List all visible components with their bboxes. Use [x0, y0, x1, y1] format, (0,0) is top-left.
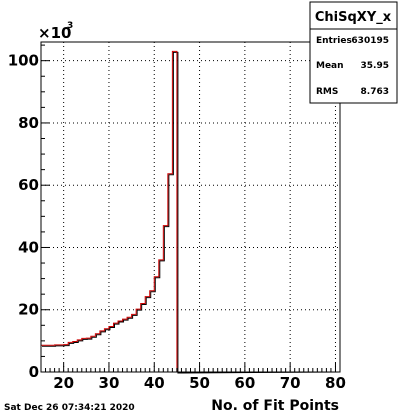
histogram-bin: [86, 338, 91, 372]
y-tick-label: 40: [18, 238, 39, 256]
histogram-bin: [55, 345, 60, 372]
y-tick-label: 60: [18, 176, 39, 194]
axis-ticks: [40, 44, 341, 373]
x-tick-label: 70: [280, 374, 301, 392]
histogram-outline: [41, 50, 340, 373]
x-tick-label: 60: [234, 374, 255, 392]
stats-rms-label: RMS: [316, 87, 338, 97]
stats-entries-label: Entries: [316, 36, 352, 46]
histogram-bin: [41, 345, 46, 372]
y-tick-label: 0: [29, 363, 39, 381]
histogram-bin: [113, 323, 118, 372]
histogram-bin: [141, 304, 146, 372]
histogram-bin: [46, 345, 51, 372]
histogram-bars: [41, 50, 341, 374]
tick-labels: 20 30 40 50 60 70 80 0 20 40 60 80 100: [8, 52, 346, 392]
histogram-bin: [159, 260, 164, 372]
histogram-bin: [163, 226, 168, 372]
histogram-bin: [168, 174, 173, 372]
stats-entries-value: 630195: [351, 36, 389, 46]
histogram-bin: [50, 345, 55, 372]
stats-mean-label: Mean: [316, 61, 344, 71]
histogram-bin: [77, 340, 82, 372]
histogram-bin: [109, 327, 114, 372]
x-tick-label: 20: [53, 374, 74, 392]
histogram-bin: [73, 341, 78, 372]
x-axis-title: No. of Fit Points: [211, 398, 339, 414]
x-tick-label: 40: [144, 374, 165, 392]
histogram-bin: [95, 334, 100, 372]
x-tick-label: 50: [189, 374, 210, 392]
stats-box-frame: [309, 1, 398, 104]
histogram-bin: [64, 345, 69, 372]
stats-title: ChiSqXY_x: [315, 10, 392, 25]
histogram-bin: [154, 277, 159, 372]
histogram-bin: [136, 309, 141, 372]
histogram-bin: [145, 297, 150, 372]
histogram-bin: [104, 329, 109, 372]
histogram-bin: [150, 291, 155, 372]
y-tick-label: 80: [18, 114, 39, 132]
x-tick-label: 80: [325, 374, 346, 392]
histogram-bin: [118, 321, 123, 372]
histogram-bin: [132, 314, 137, 372]
histogram-outline-shadow: [42, 51, 341, 374]
y-multiplier-label: ×10: [38, 24, 71, 42]
y-tick-label: 100: [8, 52, 39, 70]
y-multiplier-exponent: 3: [67, 21, 73, 31]
stats-box: ChiSqXY_x Entries 630195 Mean 35.95 RMS …: [309, 1, 398, 104]
histogram-bin: [123, 319, 128, 372]
stats-rms-value: 8.763: [361, 87, 389, 97]
histogram-bin: [82, 338, 87, 372]
histogram-bin: [100, 331, 105, 372]
x-tick-label: 30: [99, 374, 120, 392]
histogram-bin: [172, 51, 177, 372]
histogram-bin: [59, 345, 64, 372]
histogram-bin: [91, 336, 96, 372]
stats-mean-value: 35.95: [361, 61, 389, 71]
timestamp: Sat Dec 26 07:34:21 2020: [4, 403, 135, 413]
y-tick-label: 20: [18, 301, 39, 319]
histogram-bin: [127, 317, 132, 372]
histogram-bin: [68, 342, 73, 372]
